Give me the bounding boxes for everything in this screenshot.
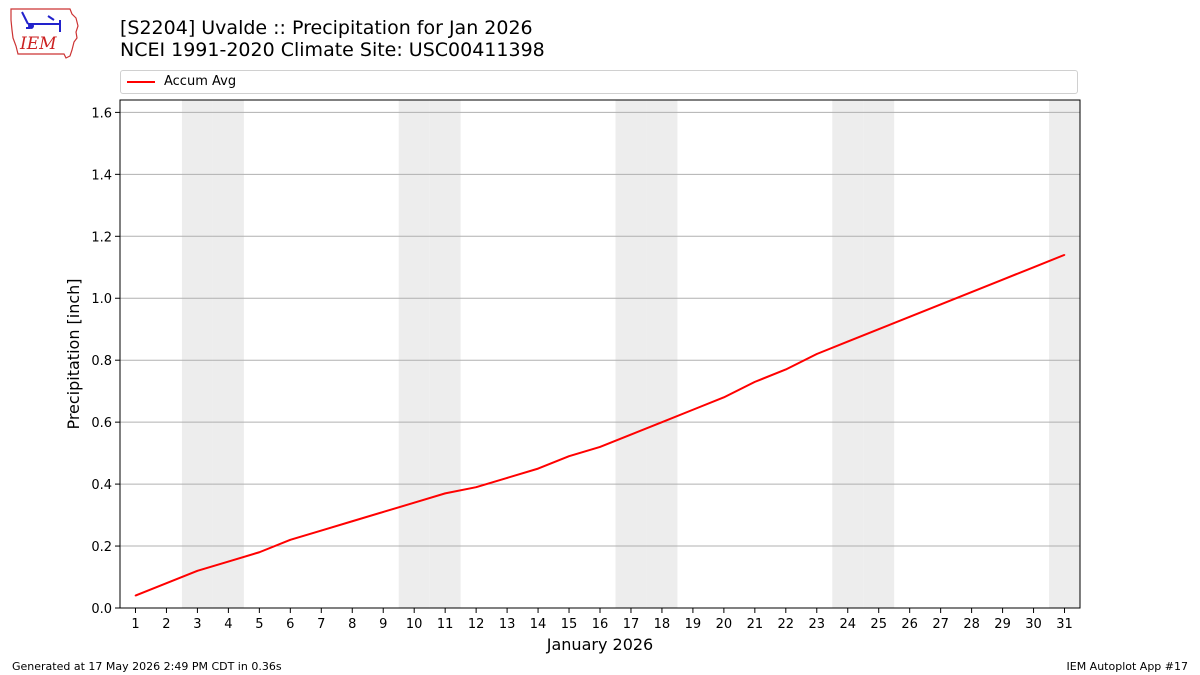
iowa-outline-icon [10,8,79,59]
data-point [939,303,942,306]
station-dot-icon [28,23,34,29]
y-tick-label: 1.4 [91,168,112,183]
data-point [754,381,756,383]
data-point [506,477,508,479]
x-tick-label: 8 [348,617,356,632]
x-tick-label: 13 [499,617,516,632]
y-tick-label: 0.0 [91,602,112,617]
x-tick-label: 15 [561,617,578,632]
x-tick-label: 19 [685,617,702,632]
x-tick-label: 3 [193,617,201,632]
data-point [692,408,694,411]
chart-subtitle: NCEI 1991-2020 Climate Site: USC00411398 [120,39,545,61]
x-tick-label: 27 [932,617,949,632]
y-tick-label: 0.4 [91,478,112,493]
x-tick-label: 6 [286,617,294,632]
weekend-band [398,100,430,608]
x-tick-label: 20 [716,617,733,632]
x-tick-label: 26 [901,617,918,632]
x-tick-label: 4 [224,617,232,632]
legend: Accum Avg [120,70,1078,94]
data-point [723,396,725,399]
plot-frame [119,99,1081,609]
y-axis-label: Precipitation [inch] [64,278,83,429]
data-point [475,486,477,488]
y-tick-label: 1.6 [91,106,112,121]
legend-label-accum-avg: Accum Avg [164,74,237,89]
y-tick-label: 0.6 [91,416,112,431]
data-point [382,511,385,513]
generated-timestamp: Generated at 17 May 2026 2:49 PM CDT in … [12,660,282,673]
y-tick-label: 0.2 [91,540,112,555]
chart-title: [S2204] Uvalde :: Precipitation for Jan … [120,17,533,39]
data-point [413,501,415,504]
y-tick-label: 0.8 [91,354,112,369]
x-tick-label: 17 [623,617,640,632]
weekend-band [832,100,864,608]
weekend-band [646,100,678,608]
x-tick-label: 21 [747,617,764,632]
x-tick-label: 11 [437,617,454,632]
weekend-band [863,100,895,608]
data-point [815,353,818,355]
x-tick-label: 30 [1025,617,1042,632]
y-tick-label: 1.2 [91,230,112,245]
data-point [444,492,446,495]
y-tick-label: 1.0 [91,292,112,307]
x-tick-label: 10 [406,617,423,632]
x-tick-label: 7 [317,617,325,632]
data-point [537,467,539,470]
weekend-band [212,100,244,608]
x-tick-label: 24 [839,617,856,632]
data-point [846,340,849,343]
app-credit: IEM Autoplot App #17 [1066,660,1189,673]
data-point [320,529,323,532]
series-line-accum-avg [135,253,1065,597]
data-point [599,446,601,448]
data-point [908,316,911,318]
logo-text: IEM [19,34,57,54]
data-point [258,551,261,554]
data-point [661,421,663,423]
weekend-band [429,100,461,608]
iem-logo: IEM [10,8,79,59]
x-tick-label: 18 [654,617,671,632]
x-tick-label: 16 [592,617,609,632]
data-point [1063,254,1066,256]
data-point [165,582,168,585]
data-point [877,328,880,331]
x-tick-label: 1 [131,617,139,632]
data-point [1032,266,1035,269]
data-point [351,520,354,523]
data-point [289,539,292,541]
data-point [134,594,137,597]
x-tick-label: 31 [1056,617,1073,632]
data-point [1001,278,1004,281]
x-tick-label: 12 [468,617,485,632]
x-axis-label: January 2026 [546,635,653,654]
x-tick-label: 22 [778,617,795,632]
data-point [568,455,570,458]
data-point [196,570,199,572]
data-point [970,291,973,293]
x-tick-label: 14 [530,617,547,632]
x-tick-label: 25 [870,617,887,632]
data-point [227,560,230,563]
weekend-band [615,100,647,608]
wind-vane-icon [21,11,61,32]
x-tick-label: 29 [994,617,1011,632]
weekend-band [181,100,213,608]
x-tick-label: 28 [963,617,980,632]
weekend-band [1049,100,1080,608]
x-tick-label: 9 [379,617,387,632]
legend-swatch-accum-avg [127,81,155,83]
x-tick-label: 23 [809,617,826,632]
x-tick-label: 2 [162,617,170,632]
data-point [630,433,632,436]
data-point [785,368,787,371]
x-tick-label: 5 [255,617,263,632]
